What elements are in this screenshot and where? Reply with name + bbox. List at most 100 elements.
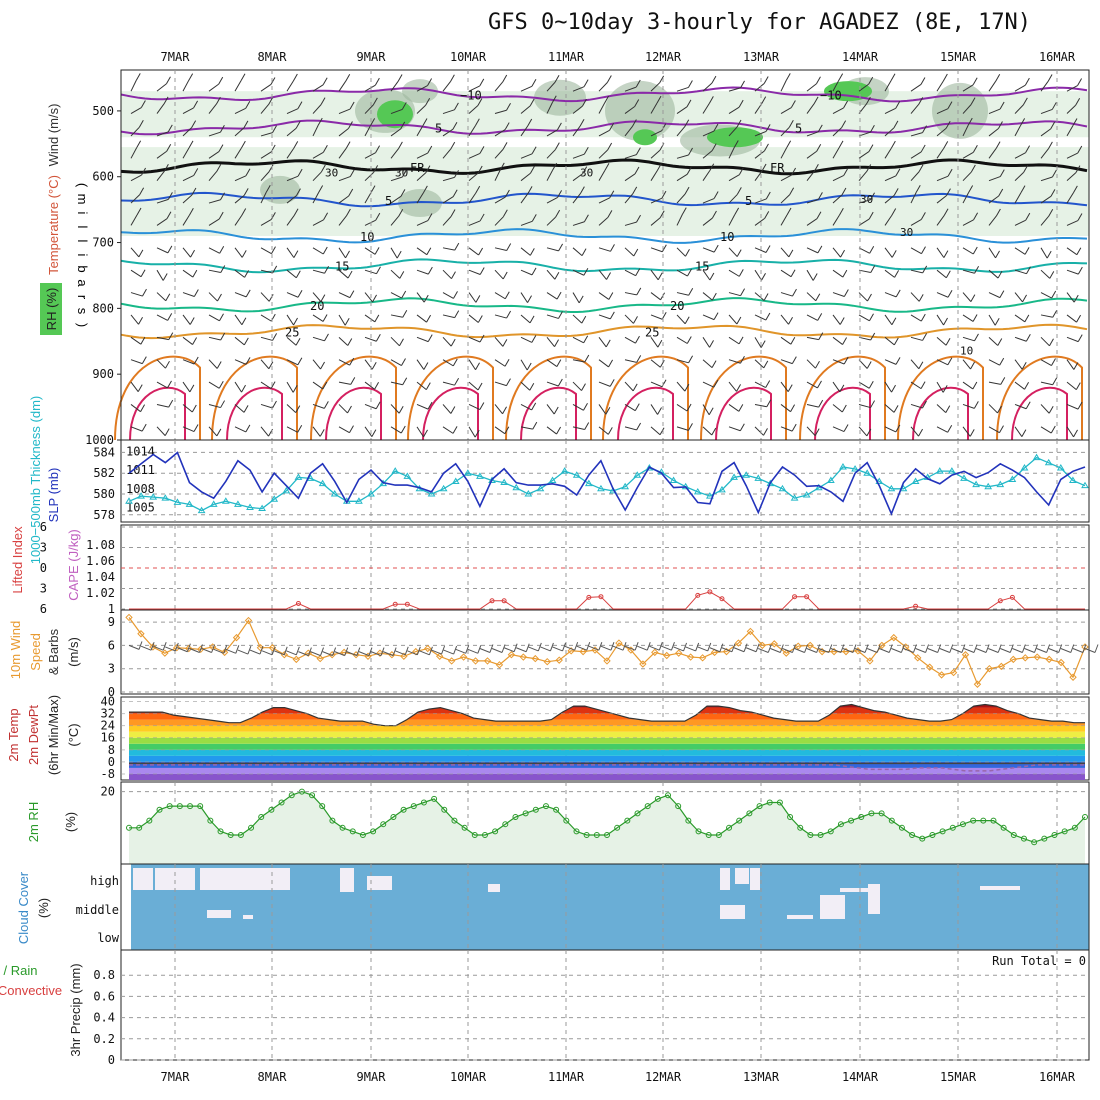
thickness-marker: [669, 476, 678, 483]
isotherm-label: 5: [385, 194, 392, 208]
wind-barb: [427, 401, 433, 410]
surface-wind-barb: [368, 647, 373, 656]
wind-barb: [397, 74, 403, 82]
wind-barb: [962, 292, 972, 302]
wind-barb: [891, 384, 896, 393]
wind-barb: [656, 163, 662, 171]
wind-barb: [130, 126, 140, 137]
wind-barb: [839, 317, 845, 325]
wind-barb: [650, 130, 663, 137]
wind-barb: [520, 220, 533, 226]
wind-barb: [676, 86, 689, 92]
wind-barb: [193, 168, 199, 176]
surface-wind-barb: [927, 648, 938, 653]
surface-wind-barb: [707, 642, 712, 652]
lifted-index-marker: [586, 594, 592, 600]
wind-barb: [234, 194, 245, 204]
rh-marker: [431, 795, 438, 802]
temp-axis-label: 2m Temp: [6, 708, 21, 761]
wind-barb: [962, 104, 972, 114]
surface-wind-barb: [670, 641, 675, 651]
wind-barb: [364, 314, 376, 323]
thickness-marker: [960, 474, 968, 481]
wind-barb: [1014, 381, 1025, 390]
wind-barb: [624, 314, 634, 324]
wind-axis-label: Speed: [28, 633, 43, 671]
isotherm-label: 5: [795, 121, 802, 135]
wind-barb: [895, 289, 901, 298]
rh-contour-label: 10: [960, 344, 973, 357]
wind-barb: [293, 317, 298, 326]
wind-barb: [1077, 334, 1083, 342]
wind-barb: [182, 147, 190, 159]
wind-barb: [624, 336, 636, 344]
surface-wind-barb: [477, 645, 482, 654]
wind-barb: [920, 212, 926, 220]
wind-barb: [572, 173, 584, 182]
wind-barb: [572, 153, 585, 159]
wind-barb: [910, 292, 920, 302]
wind-barb: [416, 192, 424, 204]
wind-barb: [858, 403, 871, 409]
wind-barb: [243, 120, 249, 129]
isotherm-loop-35: [325, 386, 382, 441]
wind-barb: [193, 424, 199, 432]
thickness-marker: [391, 467, 400, 474]
wind-barb: [676, 126, 686, 137]
wind-barb: [910, 359, 920, 370]
rh-marker: [776, 799, 783, 806]
wind-barb: [999, 169, 1005, 177]
wind-barb: [494, 292, 506, 300]
wind-barb: [216, 428, 222, 437]
cloud-clear-patch: [720, 905, 745, 919]
wind-barb: [520, 153, 533, 159]
wind-barb: [286, 195, 297, 204]
wind-barb: [422, 118, 428, 126]
isotherm-loop-35: [617, 386, 674, 441]
wind-barb: [858, 269, 871, 273]
wind-speed-marker: [1081, 643, 1089, 651]
wind-speed-marker: [519, 653, 528, 661]
wind-barb: [1073, 294, 1079, 303]
lifted-index-axis-label: Lifted Index: [10, 526, 25, 594]
lifted-index-marker: [804, 594, 810, 600]
lifted-index-marker: [913, 603, 919, 609]
wind-barb: [468, 125, 476, 137]
wind-barb: [245, 424, 251, 433]
wind-barb: [832, 247, 841, 258]
wind-barb: [650, 381, 663, 388]
wind-barb: [598, 247, 611, 252]
wind-speed-marker: [615, 639, 623, 647]
surface-wind-barb: [261, 650, 273, 656]
wind-barb: [165, 360, 170, 369]
wind-barb: [858, 83, 870, 92]
wind-barb: [234, 269, 245, 278]
surface-wind-barb: [211, 644, 216, 653]
wind-speed-marker: [997, 662, 1006, 671]
rh-marker: [675, 803, 682, 810]
wind-barb: [858, 151, 870, 159]
wind-barb: [338, 336, 349, 346]
surface-wind-barb: [295, 646, 300, 656]
wind-barb: [529, 98, 535, 107]
wind-barb: [736, 249, 742, 257]
wind-barb: [364, 152, 376, 159]
wind-barb: [806, 83, 817, 92]
wind-barb: [141, 423, 147, 432]
temp-band: [129, 719, 1085, 726]
wind-barb: [1014, 219, 1027, 226]
cloud-level-label: high: [90, 874, 119, 888]
wind-speed-marker: [746, 627, 755, 636]
rh-marker: [929, 832, 936, 839]
wind-barb: [624, 221, 637, 226]
surface-wind-barb: [854, 648, 866, 653]
wind-barb: [988, 381, 1001, 385]
wind-barb: [320, 164, 326, 173]
surface-wind-barb: [913, 644, 917, 653]
wind-barb: [676, 106, 688, 114]
precip-tick-label: 0: [108, 1053, 115, 1067]
wind-barb: [324, 266, 330, 274]
wind-barb: [506, 378, 511, 386]
wind-barb: [858, 381, 870, 389]
wind-barb: [138, 249, 144, 258]
